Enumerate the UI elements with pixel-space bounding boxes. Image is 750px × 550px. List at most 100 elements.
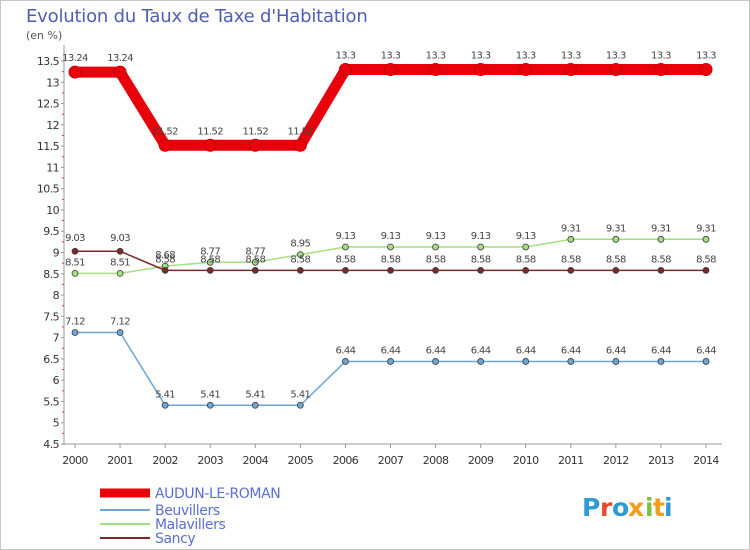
data-point-malavillers	[477, 243, 485, 251]
y-tick-label: 7.5	[43, 310, 59, 323]
y-tick-label: 6	[53, 374, 60, 387]
data-point-sancy	[71, 247, 79, 255]
y-tick-label: 10	[46, 204, 59, 217]
logo-letter: o	[612, 493, 629, 522]
data-point-malavillers	[251, 258, 259, 266]
data-point-sancy	[657, 266, 665, 274]
data-point-sancy	[477, 266, 485, 274]
data-label-audun-le-roman: 13.3	[696, 51, 716, 62]
data-label-audun-le-roman: 13.3	[561, 51, 581, 62]
data-point-malavillers	[567, 235, 575, 243]
logo-letter: t	[653, 493, 665, 522]
logo-letter: i	[664, 493, 673, 522]
data-point-malavillers	[71, 269, 79, 277]
data-point-audun-le-roman	[113, 65, 127, 79]
data-label-sancy: 8.58	[381, 254, 401, 265]
data-label-malavillers: 8.77	[245, 246, 265, 257]
x-tick-label: 2004	[242, 454, 268, 467]
y-tick-label: 9	[53, 247, 60, 260]
data-point-sancy	[387, 266, 394, 274]
data-point-malavillers	[702, 235, 710, 243]
data-point-audun-le-roman	[654, 63, 668, 77]
data-point-beuvillers	[342, 358, 349, 365]
data-label-beuvillers: 7.12	[65, 317, 85, 328]
data-point-audun-le-roman	[699, 63, 713, 77]
data-label-malavillers: 9.13	[381, 231, 401, 242]
data-point-audun-le-roman	[248, 138, 262, 152]
data-label-sancy: 9.03	[110, 233, 130, 244]
y-tick-label: 8.5	[43, 268, 59, 281]
data-point-audun-le-roman	[293, 138, 307, 152]
data-label-beuvillers: 6.44	[606, 345, 626, 356]
data-point-audun-le-roman	[158, 138, 172, 152]
data-point-sancy	[116, 247, 124, 255]
data-label-beuvillers: 5.41	[155, 389, 175, 400]
x-tick-label: 2013	[648, 454, 674, 467]
y-tick-label: 13	[46, 76, 59, 89]
data-label-sancy: 9.03	[65, 233, 85, 244]
data-labels-layer: 13.24 13.24 11.52 11.52 11.52 11.52 13.3 13.3 13…	[62, 51, 717, 401]
data-label-malavillers: 9.31	[651, 223, 671, 234]
series-layer	[68, 63, 713, 409]
data-label-sancy: 8.58	[471, 254, 491, 265]
data-point-malavillers	[206, 258, 214, 266]
data-point-malavillers	[296, 251, 304, 259]
data-label-audun-le-roman: 13.3	[516, 51, 536, 62]
data-point-audun-le-roman	[203, 138, 217, 152]
data-label-sancy: 8.58	[155, 254, 175, 265]
x-tick-label: 2000	[62, 454, 88, 467]
logo-letter: P	[582, 493, 600, 522]
data-label-sancy: 8.58	[561, 254, 581, 265]
x-tick-label: 2009	[468, 454, 494, 467]
data-point-malavillers	[522, 243, 530, 251]
data-label-beuvillers: 5.41	[290, 389, 310, 400]
data-label-sancy: 8.58	[606, 254, 626, 265]
data-label-beuvillers: 5.41	[200, 389, 220, 400]
data-point-sancy	[206, 266, 214, 274]
legend-label-malavillers: Malavillers	[155, 517, 225, 533]
chart-title: Evolution du Taux de Taxe d'Habitation	[26, 6, 368, 27]
y-tick-label: 13.5	[37, 55, 60, 68]
data-label-malavillers: 9.13	[426, 231, 446, 242]
y-tick-label: 10.5	[37, 183, 60, 196]
data-point-beuvillers	[477, 358, 485, 365]
x-tick-label: 2014	[693, 454, 719, 467]
data-label-beuvillers: 6.44	[426, 345, 446, 356]
data-point-audun-le-roman	[384, 63, 397, 77]
data-point-beuvillers	[522, 358, 530, 365]
data-label-sancy: 8.58	[516, 254, 536, 265]
y-tick-label: 11.5	[37, 140, 60, 153]
data-point-sancy	[567, 266, 575, 274]
x-tick-label: 2006	[333, 454, 359, 467]
x-tick-label: 2012	[603, 454, 629, 467]
y-tick-label: 9.5	[43, 225, 59, 238]
data-label-beuvillers: 6.44	[335, 345, 355, 356]
data-point-audun-le-roman	[609, 63, 623, 77]
data-point-sancy	[161, 266, 169, 274]
data-point-beuvillers	[206, 401, 214, 409]
logo-letter: x	[628, 493, 644, 522]
data-label-sancy: 8.58	[335, 254, 355, 265]
data-label-audun-le-roman: 13.3	[651, 51, 671, 62]
y-tick-label: 11	[46, 161, 59, 174]
x-tick-label: 2005	[288, 454, 314, 467]
data-point-beuvillers	[657, 358, 665, 365]
data-label-audun-le-roman: 11.52	[197, 126, 223, 137]
legend-label-sancy: Sancy	[155, 531, 195, 547]
data-label-audun-le-roman: 13.3	[426, 51, 446, 62]
data-point-audun-le-roman	[474, 63, 488, 77]
logo-letter: r	[600, 493, 613, 522]
x-tick-label: 2003	[197, 454, 223, 467]
legend-label-audun-le-roman: AUDUN-LE-ROMAN	[155, 486, 280, 502]
data-label-beuvillers: 6.44	[696, 345, 716, 356]
data-point-sancy	[432, 266, 439, 274]
y-tick-label: 12.5	[37, 98, 60, 111]
data-label-malavillers: 8.95	[290, 239, 310, 250]
data-label-sancy: 8.58	[696, 254, 716, 265]
data-label-audun-le-roman: 13.24	[62, 53, 88, 64]
data-point-beuvillers	[251, 401, 259, 409]
data-label-sancy: 8.58	[245, 254, 265, 265]
